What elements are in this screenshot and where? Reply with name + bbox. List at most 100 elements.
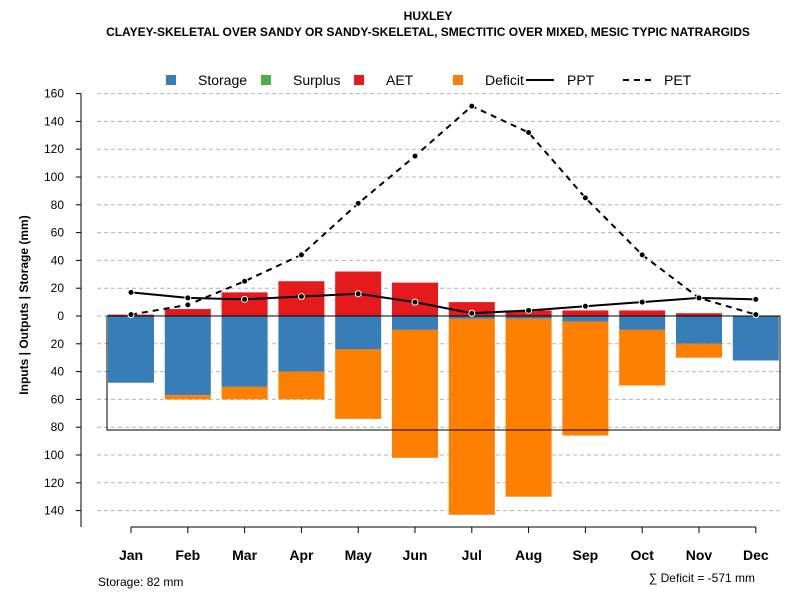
pet-point xyxy=(581,194,589,202)
storage-bar xyxy=(221,316,268,387)
y-tick-label: 80 xyxy=(51,420,65,434)
pet-point xyxy=(184,301,192,309)
pet-point xyxy=(354,199,362,207)
y-tick-label: 40 xyxy=(51,253,65,267)
aet-bar xyxy=(164,309,211,316)
pet-point xyxy=(127,311,135,319)
storage-capacity-box xyxy=(106,315,781,431)
x-tick-label: Oct xyxy=(631,547,655,563)
gridlines xyxy=(97,93,780,512)
ppt-point xyxy=(354,290,362,298)
ppt-point xyxy=(752,295,760,303)
y-tick-label: 0 xyxy=(57,309,64,323)
pet-point xyxy=(297,251,305,259)
y-axis: 160 140 120 100 80 60 40 20 0 20 40 60 80 100 120 140 xyxy=(44,87,82,527)
aet-bar xyxy=(676,313,722,316)
legend-swatch xyxy=(354,75,364,85)
y-tick-label: 120 xyxy=(44,142,64,156)
storage-bar xyxy=(676,316,722,344)
legend: Storage Surplus AET Deficit PPT PET xyxy=(166,72,692,88)
x-tick-label: Aug xyxy=(515,547,542,563)
pet-point xyxy=(241,277,249,285)
y-tick-label: 160 xyxy=(44,87,64,101)
aet-bar xyxy=(562,310,609,316)
storage-bar xyxy=(732,316,779,361)
y-tick-label: 20 xyxy=(51,281,65,295)
legend-label: PET xyxy=(664,72,692,88)
deficit-bar xyxy=(335,349,382,419)
storage-bar xyxy=(562,316,609,322)
legend-label: AET xyxy=(386,72,414,88)
pet-point xyxy=(411,152,419,160)
y-tick-label: 140 xyxy=(44,114,64,128)
storage-bar xyxy=(505,316,552,319)
x-tick-label: Jun xyxy=(403,547,428,563)
ppt-point xyxy=(297,293,305,301)
y-tick-label: 100 xyxy=(44,170,64,184)
storage-bar xyxy=(392,316,438,330)
storage-label: Storage: 82 mm xyxy=(98,575,183,589)
deficit-bar xyxy=(562,321,609,436)
legend-swatch xyxy=(166,75,176,85)
legend-label: Storage xyxy=(198,72,247,88)
bars xyxy=(106,271,781,515)
deficit-bar xyxy=(221,386,268,400)
y-tick-label: 60 xyxy=(51,226,65,240)
x-axis: Jan Feb Mar Apr May Jun Jul Aug Sep Oct Nov Dec xyxy=(119,526,769,563)
storage-bar xyxy=(448,316,495,319)
ppt-point xyxy=(638,298,646,306)
ppt-point xyxy=(241,295,249,303)
deficit-bar xyxy=(619,329,666,386)
y-tick-label: 40 xyxy=(51,365,65,379)
pet-line xyxy=(130,104,757,316)
lines xyxy=(127,102,760,319)
storage-bar xyxy=(335,316,382,350)
aet-bar xyxy=(619,310,666,316)
x-tick-label: Sep xyxy=(573,547,599,563)
legend-label: Deficit xyxy=(485,72,524,88)
ppt-point xyxy=(695,294,703,302)
y-tick-label: 140 xyxy=(44,504,64,518)
x-tick-label: Jul xyxy=(462,547,482,563)
storage-bar xyxy=(278,316,325,372)
ppt-point xyxy=(411,298,419,306)
x-tick-label: Dec xyxy=(743,547,769,563)
ppt-point xyxy=(525,306,533,314)
x-tick-label: Apr xyxy=(289,547,314,563)
pet-point xyxy=(468,102,476,110)
x-tick-label: Jan xyxy=(119,547,143,563)
ppt-point xyxy=(127,288,135,296)
deficit-bar xyxy=(448,318,495,515)
ppt-point xyxy=(468,309,476,317)
y-tick-label: 60 xyxy=(51,392,65,406)
deficit-bar xyxy=(164,395,211,400)
legend-swatch xyxy=(261,75,271,85)
pet-point xyxy=(638,251,646,259)
deficit-sum-label: ∑ Deficit = -571 mm xyxy=(649,571,755,585)
y-tick-label: 20 xyxy=(51,337,65,351)
legend-label: PPT xyxy=(567,72,595,88)
deficit-bar xyxy=(278,371,325,400)
deficit-bar xyxy=(505,318,552,497)
chart-subtitle: CLAYEY-SKELETAL OVER SANDY OR SANDY-SKEL… xyxy=(106,25,750,39)
legend-swatch xyxy=(453,75,463,85)
storage-bar xyxy=(108,316,154,383)
y-tick-label: 100 xyxy=(44,448,64,462)
y-tick-label: 80 xyxy=(51,198,65,212)
y-axis-label: Inputs | Outputs | Storage (mm) xyxy=(17,215,31,394)
x-tick-label: Nov xyxy=(686,547,713,563)
pet-point xyxy=(752,311,760,319)
ppt-point xyxy=(184,294,192,302)
pet-point xyxy=(525,129,533,137)
chart-title: HUXLEY xyxy=(404,9,453,23)
storage-bar xyxy=(619,316,666,330)
deficit-bar xyxy=(392,329,438,458)
deficit-bar xyxy=(676,343,722,358)
ppt-line xyxy=(130,291,756,315)
legend-label: Surplus xyxy=(293,72,340,88)
x-tick-label: Mar xyxy=(232,547,257,563)
storage-bar xyxy=(164,316,211,396)
x-tick-label: May xyxy=(345,547,372,563)
x-tick-label: Feb xyxy=(175,547,200,563)
